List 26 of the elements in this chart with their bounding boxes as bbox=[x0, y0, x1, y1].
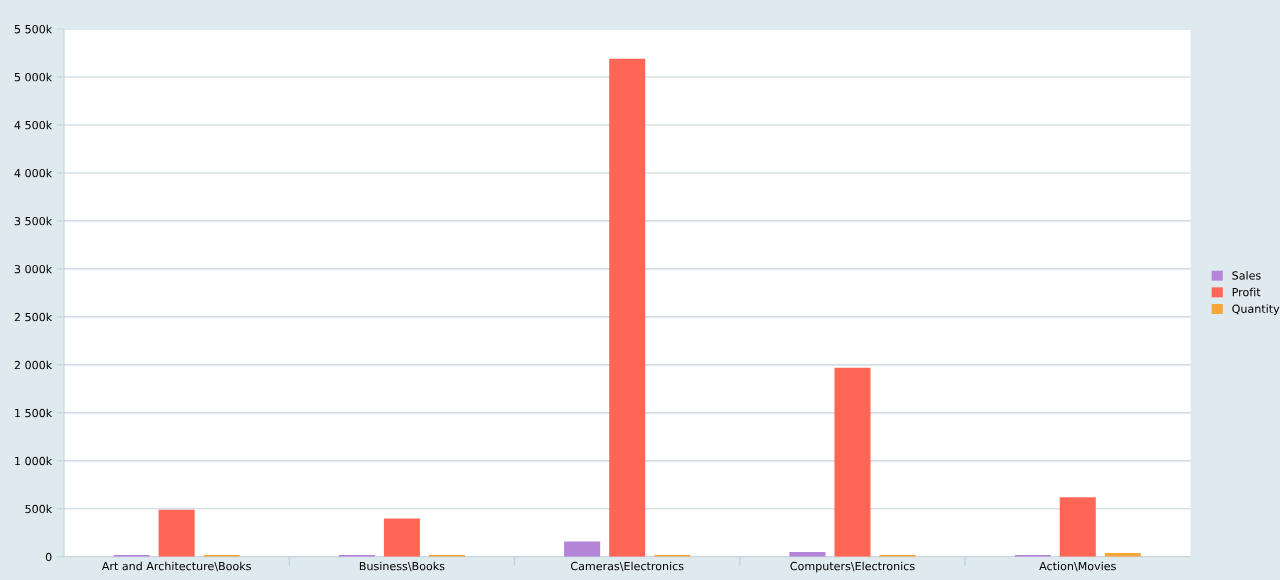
x-tick-label: Business\Books bbox=[359, 561, 445, 572]
legend-label: Sales bbox=[1232, 271, 1261, 280]
y-tick-label: 4 500k bbox=[14, 120, 53, 130]
bar bbox=[834, 367, 871, 557]
y-tick-label: 4 000k bbox=[14, 168, 53, 178]
bar bbox=[1059, 497, 1096, 557]
y-tick-label: 1 500k bbox=[15, 408, 53, 418]
x-tick-label: Art and Architecture\Books bbox=[101, 561, 251, 572]
bar bbox=[158, 509, 195, 557]
x-tick-label: Computers\Electronics bbox=[790, 561, 915, 573]
y-tick-label: 5 000k bbox=[14, 72, 53, 82]
y-tick-label: 5 500k bbox=[14, 24, 53, 34]
y-tick-label: 2 000k bbox=[14, 360, 53, 370]
y-tick-label: 3 500k bbox=[14, 216, 53, 226]
y-tick-label: 0 bbox=[45, 552, 52, 562]
y-tick-label: 500k bbox=[25, 504, 53, 514]
bar bbox=[609, 58, 646, 557]
bar bbox=[564, 541, 601, 557]
y-tick-label: 1 000k bbox=[15, 456, 53, 466]
bar bbox=[383, 518, 420, 557]
y-tick-label: 3 000k bbox=[14, 264, 53, 274]
y-tick-label: 2 500k bbox=[14, 312, 53, 322]
x-tick-label: Cameras\Electronics bbox=[570, 561, 684, 572]
x-tick-label: Action\Movies bbox=[1039, 561, 1116, 572]
legend-label: Profit bbox=[1232, 287, 1261, 297]
legend-label: Quantity bbox=[1232, 304, 1280, 316]
